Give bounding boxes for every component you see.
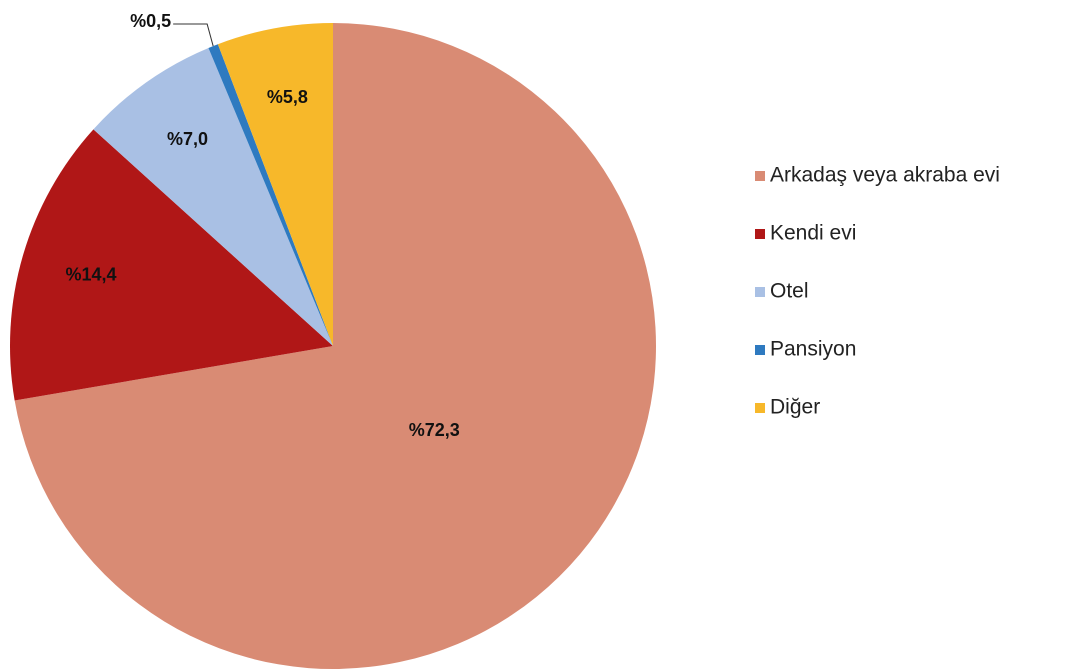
legend-swatch xyxy=(755,229,765,239)
data-label: %0,5 xyxy=(130,11,171,31)
legend-swatch xyxy=(755,345,765,355)
pie-slice xyxy=(9,129,333,401)
legend-swatch xyxy=(755,171,765,181)
data-label: %5,8 xyxy=(267,87,308,107)
pie-slice xyxy=(14,23,657,669)
legend-label: Arkadaş veya akraba evi xyxy=(770,164,1000,187)
legend-swatch xyxy=(755,403,765,413)
pie-slice xyxy=(93,47,333,346)
legend-label: Pansiyon xyxy=(770,338,856,361)
legend-label: Otel xyxy=(770,280,809,303)
data-label: %14,4 xyxy=(66,264,117,284)
legend-swatch xyxy=(755,287,765,297)
pie-slice xyxy=(208,44,333,346)
legend-label: Diğer xyxy=(770,396,820,419)
pie-slice xyxy=(217,23,333,346)
data-label: %72,3 xyxy=(409,420,460,440)
leader-line xyxy=(173,23,214,47)
data-label: %7,0 xyxy=(167,129,208,149)
legend-label: Kendi evi xyxy=(770,222,856,245)
